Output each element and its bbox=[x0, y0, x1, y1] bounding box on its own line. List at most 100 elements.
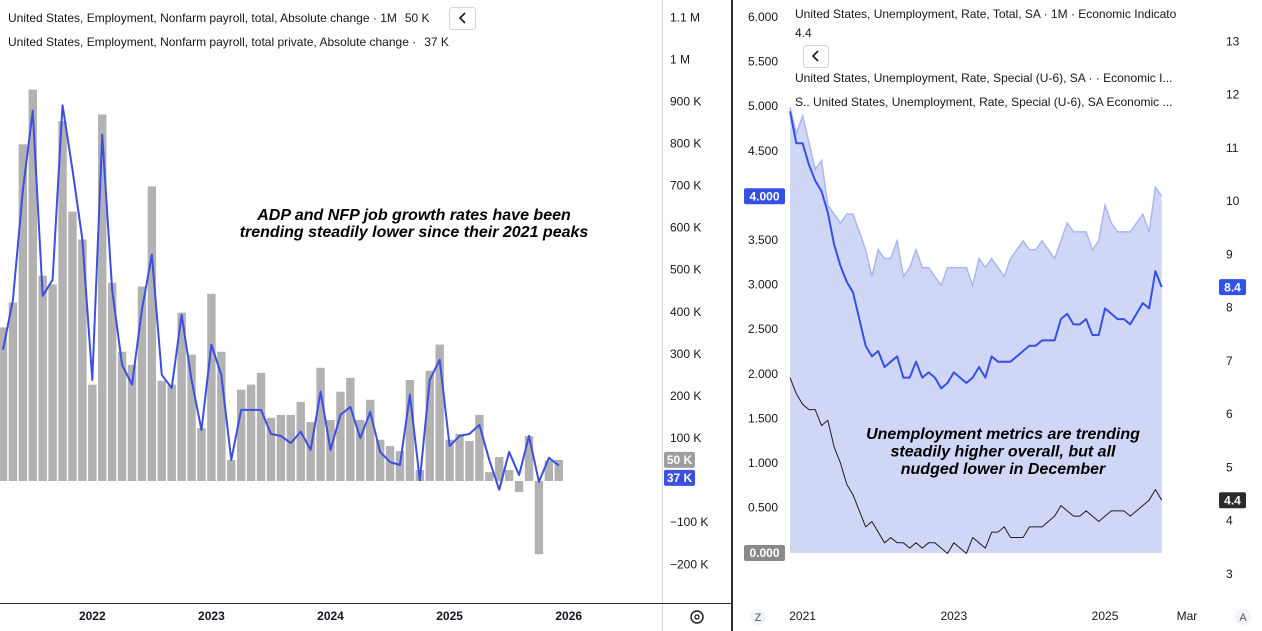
settings-button[interactable] bbox=[690, 610, 704, 624]
auto-scale-button[interactable]: A bbox=[1235, 609, 1251, 625]
y-tick-label: 1.500 bbox=[748, 411, 778, 425]
area-fill bbox=[790, 107, 1162, 554]
y-tick-label: 9 bbox=[1226, 247, 1233, 261]
annotation: trending steadily lower since their 2021… bbox=[240, 224, 589, 241]
y-tick-label: 2.500 bbox=[748, 322, 778, 336]
bar bbox=[78, 239, 87, 481]
x-tick-label: 2024 bbox=[317, 609, 344, 623]
bar bbox=[58, 121, 67, 481]
zoom-button[interactable]: Z bbox=[750, 609, 766, 625]
bar bbox=[177, 312, 186, 481]
y-tick-label: 1 M bbox=[670, 52, 690, 66]
settings-icon-core bbox=[694, 614, 700, 620]
legend-value: 50 K bbox=[405, 11, 430, 25]
y-tick-label: 1.1 M bbox=[670, 10, 700, 24]
y-tick-label: 7 bbox=[1226, 354, 1233, 368]
y-tick-label: 2.000 bbox=[748, 367, 778, 381]
bar bbox=[0, 327, 8, 481]
bar bbox=[495, 456, 504, 481]
plot-area bbox=[0, 89, 563, 555]
bar bbox=[197, 427, 206, 481]
x-tick-label: 2026 bbox=[555, 609, 582, 623]
line bbox=[789, 111, 1163, 390]
bar bbox=[8, 302, 18, 481]
y-tick-label: 300 K bbox=[670, 347, 701, 361]
y-tick-label: 200 K bbox=[670, 389, 701, 403]
x-tick-label: Mar bbox=[1177, 609, 1198, 623]
bar bbox=[28, 89, 37, 481]
bar bbox=[445, 439, 454, 481]
price-badge bbox=[664, 469, 695, 486]
bar bbox=[405, 379, 415, 481]
bar bbox=[137, 286, 147, 481]
bar bbox=[217, 351, 226, 481]
annotation: nudged lower in December bbox=[901, 461, 1106, 478]
bar bbox=[504, 470, 514, 481]
bar bbox=[534, 480, 544, 555]
bar bbox=[455, 433, 464, 481]
bar bbox=[18, 144, 28, 481]
legend-entry[interactable]: United States, Unemployment, Rate, Speci… bbox=[795, 71, 1172, 85]
y-tick-label: 10 bbox=[1226, 194, 1240, 208]
x-tick-label: 2023 bbox=[198, 609, 225, 623]
y-tick-label: 4 bbox=[1226, 514, 1233, 528]
legend-entry[interactable]: United States, Unemployment, Rate, Total… bbox=[795, 7, 1177, 21]
y-tick-label: 800 K bbox=[670, 137, 701, 151]
bar bbox=[266, 417, 276, 481]
bar bbox=[425, 370, 434, 481]
price-badge bbox=[1219, 279, 1246, 296]
y-tick-label: 6 bbox=[1226, 407, 1233, 421]
collapse-button[interactable] bbox=[803, 45, 829, 68]
y-tick-label: 0.000 bbox=[749, 546, 779, 560]
zoom-label: Z bbox=[755, 612, 762, 624]
price-badge bbox=[664, 451, 695, 468]
y-tick-label: 400 K bbox=[670, 305, 701, 319]
bar bbox=[88, 384, 97, 481]
bar bbox=[38, 275, 47, 481]
y-tick-label: 3.000 bbox=[748, 278, 778, 292]
y-tick-label: 11 bbox=[1226, 141, 1239, 155]
chevron-icon bbox=[811, 50, 819, 62]
bar bbox=[465, 440, 474, 481]
legend-entry[interactable]: United States, Employment, Nonfarm payro… bbox=[8, 35, 416, 49]
price-badge-label: 4.4 bbox=[1224, 493, 1241, 507]
panel-divider bbox=[731, 0, 733, 631]
bar bbox=[256, 372, 266, 481]
y-tick-label: 0.500 bbox=[748, 501, 778, 515]
y-tick-label: 3.500 bbox=[748, 233, 778, 247]
button-frame bbox=[803, 45, 829, 68]
y-tick-label: 1.000 bbox=[748, 456, 778, 470]
bar bbox=[356, 419, 365, 481]
bar bbox=[524, 435, 534, 481]
y-tick-label: 600 K bbox=[670, 221, 701, 235]
y-tick-label: 6.000 bbox=[748, 10, 778, 24]
button-frame bbox=[449, 7, 476, 30]
collapse-button[interactable] bbox=[449, 7, 476, 30]
bar bbox=[227, 459, 236, 481]
y-tick-label: 5 bbox=[1226, 460, 1233, 474]
bar bbox=[485, 472, 494, 481]
bar bbox=[375, 439, 385, 481]
bar bbox=[366, 399, 375, 481]
bar bbox=[286, 414, 296, 481]
bar bbox=[544, 460, 554, 481]
bar bbox=[147, 186, 157, 481]
y-tick-label: 500 K bbox=[670, 263, 701, 277]
x-tick-label: 2021 bbox=[789, 609, 816, 623]
bar bbox=[306, 422, 315, 481]
bar bbox=[435, 344, 444, 481]
legend-entry[interactable]: United States, Employment, Nonfarm payro… bbox=[8, 11, 397, 25]
bar bbox=[246, 384, 256, 481]
bar bbox=[117, 351, 127, 481]
button-bg bbox=[750, 609, 766, 625]
legend-value: 4.4 bbox=[795, 26, 812, 40]
chart-panel: 1.1 M 1 M 900 K 800 K 700 K 600 K 500 K 400 K 30… bbox=[0, 10, 708, 623]
legend-entry[interactable]: S.. United States, Unemployment, Rate, S… bbox=[795, 95, 1173, 109]
baseline-badge bbox=[744, 545, 785, 562]
price-badge bbox=[744, 188, 785, 205]
bar bbox=[68, 211, 77, 481]
bar bbox=[475, 414, 484, 481]
line bbox=[1, 104, 560, 491]
